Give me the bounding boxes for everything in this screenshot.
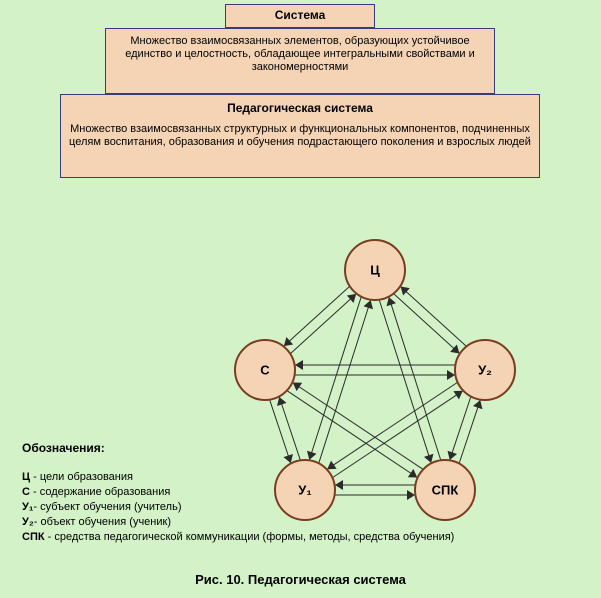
edge	[379, 300, 431, 463]
legend-item: СПК - средства педагогической коммуникац…	[22, 530, 582, 545]
legend-item: У₂- объект обучения (ученик)	[22, 515, 582, 530]
system-title-box: Система	[225, 4, 375, 28]
legend-item: У₁- субъект обучения (учитель)	[22, 500, 582, 515]
graph-node-label: У₂	[478, 363, 492, 378]
legend-item: Ц - цели образования	[22, 470, 582, 485]
legend-text: - объект обучения (ученик)	[34, 516, 171, 528]
graph-node-label: Ц	[370, 263, 380, 278]
legend-text: - цели образования	[30, 471, 133, 483]
edge	[319, 300, 371, 463]
legend-symbol: У₁	[22, 501, 33, 513]
system-definition-body: Множество взаимосвязанных элементов, обр…	[114, 35, 486, 75]
edge-arrowhead	[295, 360, 303, 370]
edge	[284, 286, 350, 346]
legend-symbol: С	[22, 486, 30, 498]
edge-arrowhead	[453, 391, 462, 400]
legend-title: Обозначения:	[22, 440, 582, 456]
pedagogical-system-title: Педагогическая система	[69, 101, 531, 115]
legend-symbol: Ц	[22, 471, 30, 483]
system-definition-box: Множество взаимосвязанных элементов, обр…	[105, 28, 495, 94]
edge-arrowhead	[293, 382, 302, 391]
legend-text: - средства педагогической коммуникации (…	[45, 531, 455, 543]
graph-node-label: С	[260, 363, 270, 378]
edge-arrowhead	[447, 370, 455, 380]
figure-caption: Рис. 10. Педагогическая система	[0, 572, 601, 587]
legend-item: С - содержание образования	[22, 485, 582, 500]
legend-items: Ц - цели образованияС - содержание образ…	[22, 470, 582, 544]
pedagogical-system-body: Множество взаимосвязанных структурных и …	[69, 123, 531, 149]
legend-text: - субъект обучения (учитель)	[33, 501, 181, 513]
legend-text: - содержание образования	[30, 486, 170, 498]
system-title: Система	[234, 8, 366, 22]
legend: Обозначения: Ц - цели образованияС - сод…	[22, 440, 582, 544]
legend-symbol: У₂	[22, 516, 34, 528]
edge	[401, 286, 467, 346]
legend-symbol: СПК	[22, 531, 45, 543]
pedagogical-system-box: Педагогическая система Множество взаимос…	[60, 94, 540, 178]
